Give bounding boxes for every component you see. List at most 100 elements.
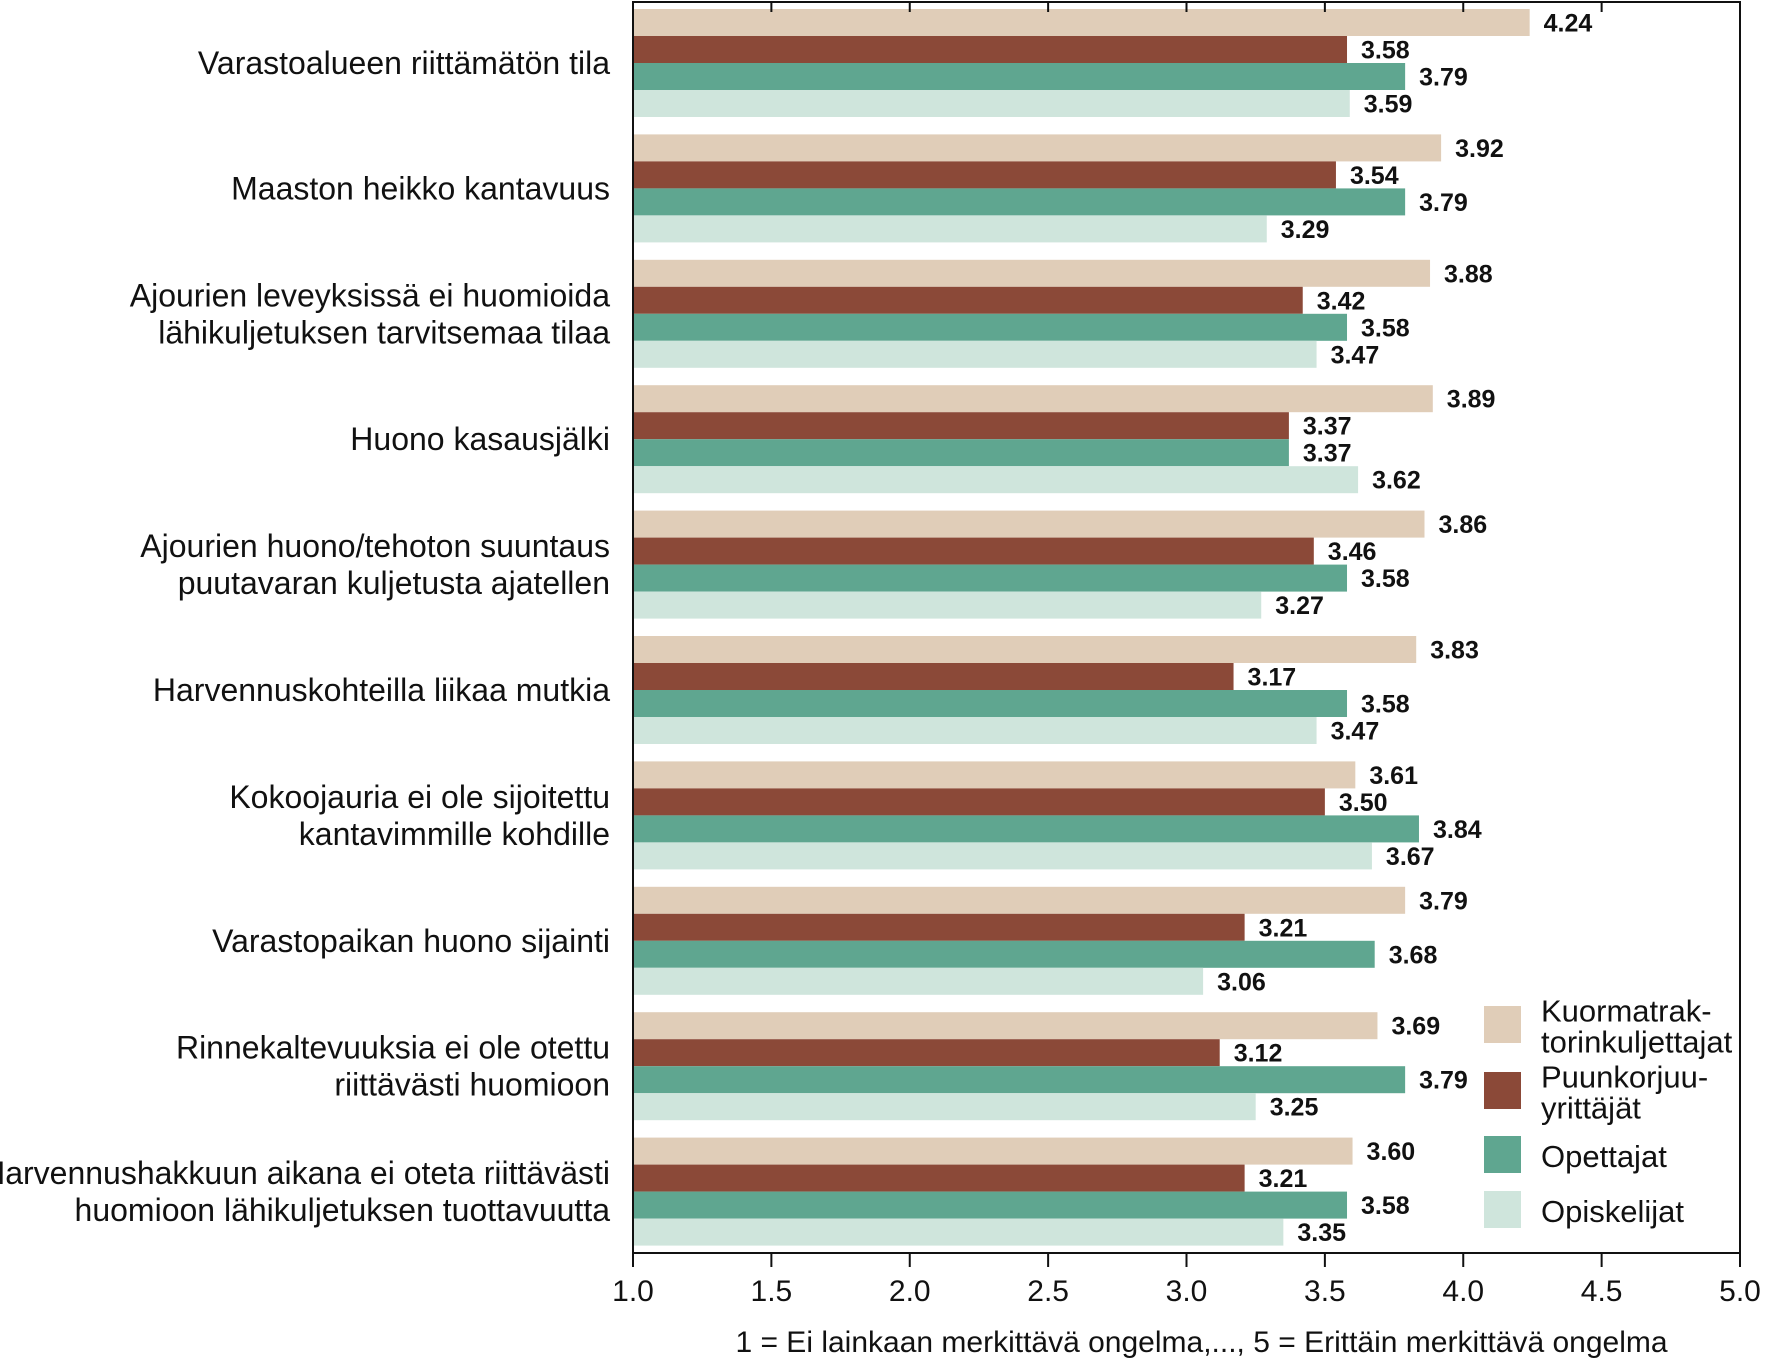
category-label-6: Harvennuskohteilla liikaa mutkia bbox=[153, 672, 610, 708]
value-label-3-9: 3.79 bbox=[1419, 1067, 1468, 1095]
value-label-1-1: 4.24 bbox=[1544, 10, 1593, 38]
legend-label-2-line-1: Puunkorjuu- bbox=[1541, 1060, 1708, 1095]
bar-3-8 bbox=[634, 940, 1375, 968]
bar-3-3 bbox=[634, 313, 1348, 341]
bar-1-6 bbox=[634, 636, 1417, 663]
value-label-4-4: 3.62 bbox=[1372, 467, 1421, 495]
bar-1-4 bbox=[634, 385, 1433, 413]
bar-2-10 bbox=[634, 1164, 1245, 1192]
category-label-5-line-2: puutavaran kuljetusta ajatellen bbox=[178, 565, 610, 601]
category-label-8: Varastopaikan huono sijainti bbox=[212, 923, 610, 959]
category-label-9-line-2: riittävästi huomioon bbox=[334, 1067, 610, 1103]
bar-2-5 bbox=[634, 537, 1314, 565]
legend-label-4: Opiskelijat bbox=[1541, 1194, 1684, 1229]
bar-1-8 bbox=[634, 886, 1406, 914]
x-axis-title: 1 = Ei lainkaan merkittävä ongelma,..., … bbox=[735, 1326, 1667, 1359]
bar-2-6 bbox=[634, 663, 1234, 690]
value-label-1-5: 3.86 bbox=[1439, 511, 1488, 539]
value-label-4-5: 3.27 bbox=[1275, 592, 1324, 620]
x-tick-label-1: 1.0 bbox=[612, 1275, 654, 1308]
value-label-2-1: 3.58 bbox=[1361, 37, 1410, 65]
x-tick-label-4: 2.5 bbox=[1027, 1275, 1069, 1308]
value-label-2-2: 3.54 bbox=[1350, 162, 1399, 190]
bar-1-10 bbox=[634, 1137, 1353, 1165]
category-labels: Varastoalueen riittämätön tila Maaston he… bbox=[0, 45, 610, 1228]
bar-1-5 bbox=[634, 510, 1425, 538]
value-label-3-5: 3.58 bbox=[1361, 565, 1410, 593]
value-label-1-7: 3.61 bbox=[1369, 762, 1418, 790]
value-labels: 4.243.583.793.593.923.543.793.293.883.42… bbox=[1217, 10, 1592, 1248]
value-label-3-8: 3.68 bbox=[1389, 941, 1438, 969]
bar-3-2 bbox=[634, 188, 1406, 216]
value-label-3-3: 3.58 bbox=[1361, 314, 1410, 342]
x-tick-label-7: 4.0 bbox=[1442, 1275, 1484, 1308]
x-tick-label-6: 3.5 bbox=[1304, 1275, 1346, 1308]
bar-1-2 bbox=[634, 134, 1442, 162]
value-label-2-10: 3.21 bbox=[1259, 1165, 1308, 1193]
x-tick-label-3: 2.0 bbox=[889, 1275, 931, 1308]
bar-2-8 bbox=[634, 913, 1245, 941]
value-label-2-3: 3.42 bbox=[1317, 287, 1366, 315]
bar-3-10 bbox=[634, 1191, 1348, 1219]
value-label-4-1: 3.59 bbox=[1364, 91, 1413, 119]
value-label-1-9: 3.69 bbox=[1391, 1013, 1440, 1041]
bar-3-4 bbox=[634, 439, 1289, 467]
x-tick-label-5: 3.0 bbox=[1166, 1275, 1208, 1308]
bar-3-5 bbox=[634, 564, 1348, 592]
category-label-10-line-2: huomioon lähikuljetuksen tuottavuutta bbox=[75, 1192, 611, 1228]
value-label-4-2: 3.29 bbox=[1281, 216, 1330, 244]
value-label-2-4: 3.37 bbox=[1303, 413, 1352, 441]
x-tick-label-2: 1.5 bbox=[751, 1275, 793, 1308]
value-label-2-7: 3.50 bbox=[1339, 789, 1388, 817]
value-label-1-4: 3.89 bbox=[1447, 386, 1496, 414]
bar-1-3 bbox=[634, 259, 1431, 287]
bar-3-6 bbox=[634, 690, 1348, 717]
value-label-4-6: 3.47 bbox=[1331, 718, 1380, 746]
legend-swatch-1 bbox=[1484, 1006, 1521, 1043]
bar-4-1 bbox=[634, 90, 1350, 117]
value-label-4-9: 3.25 bbox=[1270, 1094, 1319, 1122]
value-label-3-1: 3.79 bbox=[1419, 64, 1468, 92]
value-label-1-8: 3.79 bbox=[1419, 887, 1468, 915]
value-label-4-10: 3.35 bbox=[1297, 1219, 1346, 1247]
value-label-1-3: 3.88 bbox=[1444, 260, 1493, 288]
value-label-2-6: 3.17 bbox=[1248, 664, 1297, 692]
legend-swatch-2 bbox=[1484, 1072, 1521, 1109]
bar-4-3 bbox=[634, 340, 1317, 368]
value-label-4-7: 3.67 bbox=[1386, 843, 1435, 871]
bar-2-9 bbox=[634, 1039, 1220, 1067]
legend-label-1-line-2: torinkuljettajat bbox=[1541, 1025, 1733, 1060]
category-label-7-line-2: kantavimmille kohdille bbox=[299, 816, 610, 852]
value-label-3-4: 3.37 bbox=[1303, 440, 1352, 468]
value-label-3-10: 3.58 bbox=[1361, 1192, 1410, 1220]
legend-label-1-line-1: Kuormatrak- bbox=[1541, 994, 1712, 1029]
value-label-3-7: 3.84 bbox=[1433, 816, 1482, 844]
value-label-4-3: 3.47 bbox=[1331, 341, 1380, 369]
value-label-2-5: 3.46 bbox=[1328, 538, 1377, 566]
bar-2-2 bbox=[634, 161, 1336, 189]
value-label-2-8: 3.21 bbox=[1259, 914, 1308, 942]
bar-4-5 bbox=[634, 591, 1262, 619]
legend-label-2-line-2: yrittäjät bbox=[1541, 1091, 1641, 1126]
bar-2-1 bbox=[634, 36, 1348, 63]
bar-2-3 bbox=[634, 286, 1303, 314]
category-label-1: Varastoalueen riittämätön tila bbox=[198, 45, 610, 81]
category-label-10-line-1: Harvennushakkuun aikana ei oteta riittäv… bbox=[0, 1155, 610, 1191]
bar-2-7 bbox=[634, 788, 1325, 816]
bar-1-9 bbox=[634, 1012, 1378, 1040]
category-label-2: Maaston heikko kantavuus bbox=[231, 170, 610, 206]
category-label-4: Huono kasausjälki bbox=[350, 421, 610, 457]
bar-1-1 bbox=[634, 9, 1530, 36]
value-label-1-10: 3.60 bbox=[1367, 1138, 1416, 1166]
bar-3-1 bbox=[634, 63, 1406, 90]
bar-4-8 bbox=[634, 967, 1204, 995]
bar-4-7 bbox=[634, 842, 1372, 870]
value-label-1-2: 3.92 bbox=[1455, 135, 1504, 163]
bar-4-4 bbox=[634, 466, 1359, 494]
x-tick-label-8: 4.5 bbox=[1581, 1275, 1623, 1308]
value-label-1-6: 3.83 bbox=[1430, 637, 1479, 665]
bar-4-10 bbox=[634, 1218, 1284, 1246]
bar-2-4 bbox=[634, 412, 1289, 440]
legend-swatch-4 bbox=[1484, 1191, 1521, 1228]
